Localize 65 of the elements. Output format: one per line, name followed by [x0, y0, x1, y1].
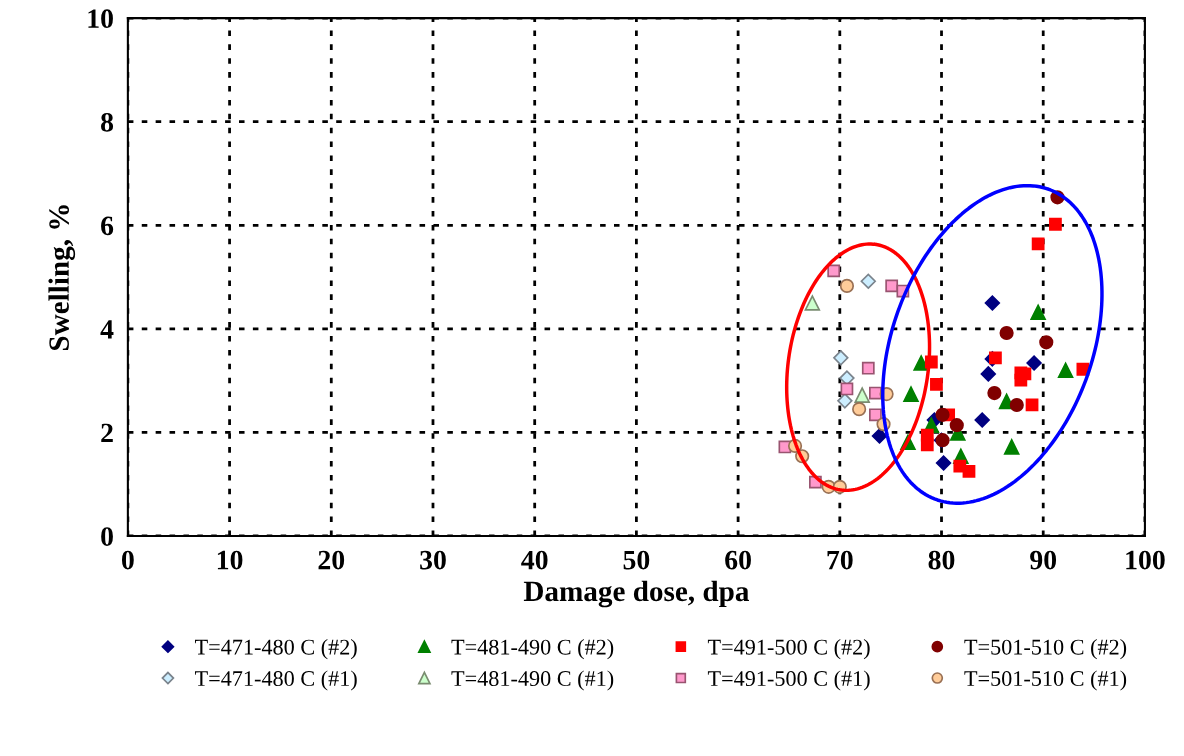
x-tick-label: 0 [121, 550, 134, 570]
x-tick-label: 20 [318, 550, 345, 570]
point [1025, 398, 1039, 412]
legend-label: T=481-490 C (#2) [451, 639, 614, 660]
point [1039, 335, 1054, 350]
point [1014, 373, 1028, 387]
x-tick-label: 10 [217, 550, 243, 570]
point [1026, 355, 1042, 371]
point [903, 386, 919, 402]
legend-label: T=491-500 C (#1) [707, 670, 870, 691]
x-tick-label: 80 [928, 550, 955, 570]
y-tick-label: 8 [101, 112, 114, 132]
point [1057, 362, 1074, 379]
point [980, 366, 997, 382]
y-tick-label: 4 [100, 320, 114, 339]
point [840, 382, 854, 396]
point [869, 408, 882, 422]
point [989, 351, 1002, 365]
point [854, 387, 870, 403]
legend-label: T=501-510 C (#2) [964, 639, 1127, 660]
x-tick-label: 100 [1126, 550, 1165, 570]
point [984, 295, 1001, 311]
point [974, 412, 990, 428]
legend-label: T=481-490 C (#1) [451, 670, 614, 691]
point [1049, 217, 1062, 231]
point [860, 273, 876, 289]
legend-label: T=491-500 C (#2) [707, 639, 870, 660]
y-tick-label: 0 [101, 527, 113, 546]
legend-label: T=501-510 C (#1) [964, 670, 1127, 691]
point [1009, 397, 1024, 413]
point [852, 402, 867, 417]
y-tick-label: 10 [88, 9, 113, 29]
point [987, 385, 1002, 401]
point [833, 350, 849, 366]
point [861, 361, 875, 375]
x-axis-title: Damage dose, dpa [523, 580, 749, 608]
point [935, 407, 950, 422]
legend-label: T=471-480 C (#2) [195, 639, 357, 660]
point [935, 455, 952, 471]
x-tick-label: 30 [420, 550, 446, 570]
x-tick-label: 90 [1030, 550, 1057, 570]
point [930, 377, 943, 391]
y-tick-label: 6 [101, 216, 114, 236]
x-tick-label: 70 [827, 550, 853, 570]
x-tick-label: 60 [725, 550, 751, 570]
point [827, 264, 841, 278]
point [1076, 362, 1090, 376]
point [920, 438, 934, 452]
point [871, 428, 888, 444]
point [1003, 439, 1020, 455]
point [804, 295, 821, 311]
point [962, 464, 976, 478]
y-axis-title: Swelling, % [48, 205, 76, 351]
y-tick-label: 2 [101, 423, 113, 443]
point [837, 393, 853, 409]
point [999, 325, 1014, 341]
point [1030, 304, 1046, 321]
point [839, 278, 855, 293]
legend-label: T=471-480 C (#1) [195, 670, 357, 691]
point [949, 418, 964, 433]
point [885, 279, 899, 293]
x-tick-label: 50 [623, 550, 650, 570]
x-tick-label: 40 [521, 550, 548, 570]
point [913, 355, 929, 371]
point [1031, 237, 1045, 251]
